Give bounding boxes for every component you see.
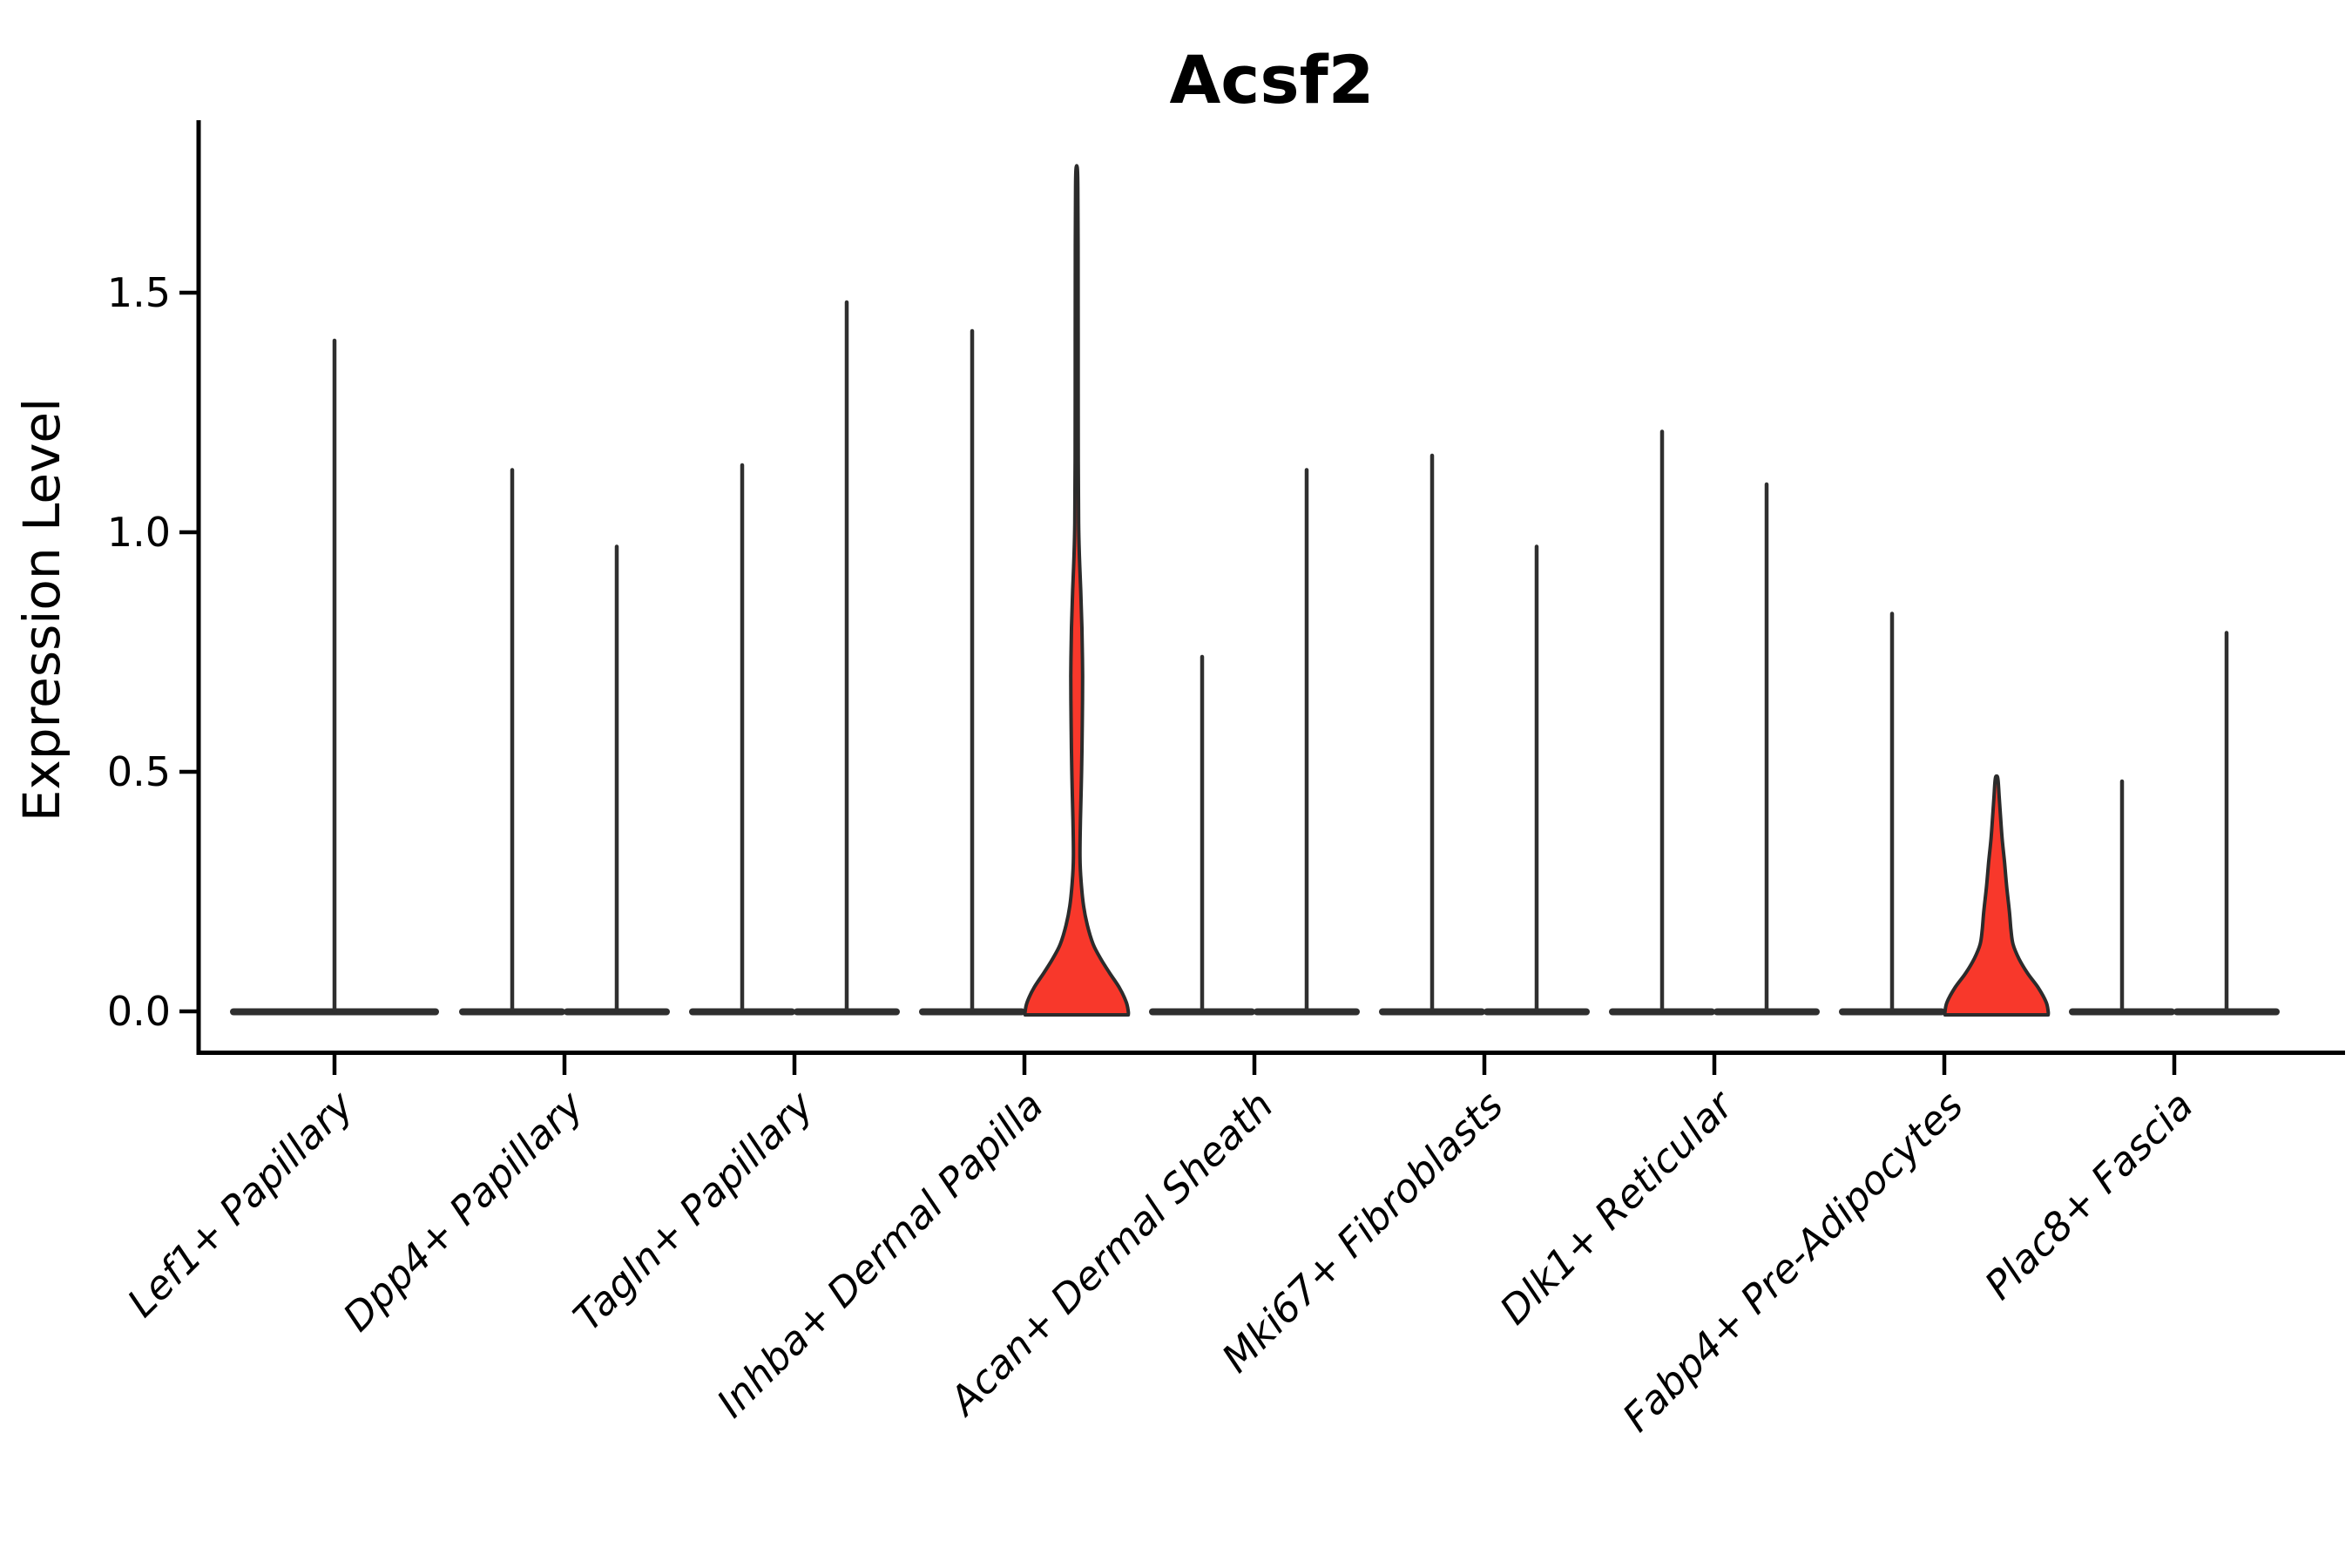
chart-title: Acsf2 [1169, 41, 1374, 118]
x-tick-label: Dlk1+ Reticular [1490, 1081, 1743, 1334]
y-tick-label: 0.5 [107, 748, 171, 795]
x-tick-label: Plac8+ Fascia [1976, 1082, 2202, 1308]
violin-body-highlighted [1943, 774, 2051, 1017]
y-tick-label: 1.0 [107, 509, 171, 556]
y-axis-label: Expression Level [12, 398, 71, 821]
x-tick-label: Lef1+ Papillary [118, 1081, 363, 1326]
violin-category [230, 338, 439, 1016]
x-tick-label: Dpp4+ Papillary [335, 1081, 593, 1340]
y-tick-label: 1.5 [107, 269, 171, 316]
violin-category [2069, 631, 2280, 1016]
y-axis-ticks: 0.0 0.5 1.0 1.5 [107, 269, 199, 1035]
violin-category [1839, 612, 2051, 1017]
violins [230, 164, 2280, 1017]
violin-category [1149, 468, 1360, 1016]
x-tick-label: Tagln+ Papillary [564, 1081, 823, 1340]
violin-body-highlighted [1023, 164, 1131, 1017]
y-tick-label: 0.0 [107, 988, 171, 1035]
violin-category [459, 468, 670, 1016]
violin-category [919, 164, 1131, 1017]
violin-category [689, 300, 900, 1016]
violin-category [1379, 453, 1590, 1016]
violin-category [1609, 429, 1820, 1016]
